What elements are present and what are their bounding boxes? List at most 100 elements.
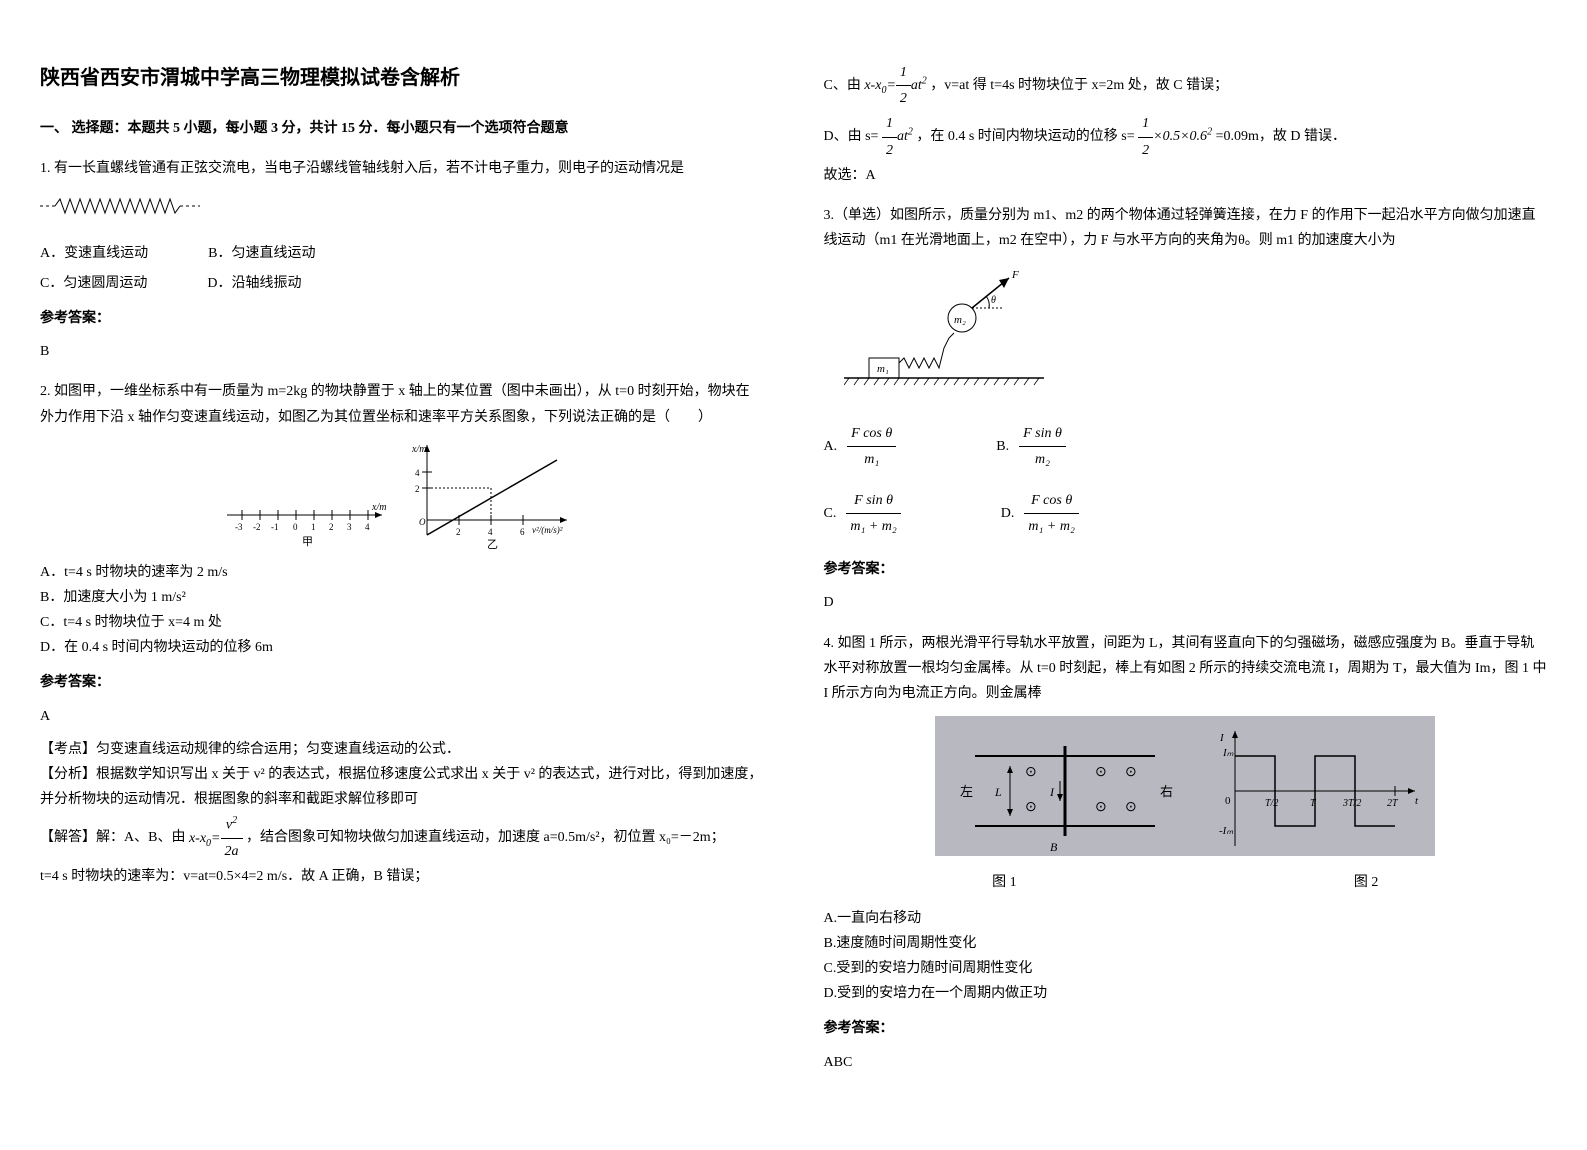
q2-analysis-d: D、由 s= 12at2 ，在 0.4 s 时间内物块运动的位移 s= 12×0… <box>824 111 1548 162</box>
q2-graph: x/m -3 -2 -1 0 1 2 3 4 <box>40 440 764 550</box>
q2c-prefix: C、由 <box>824 78 861 93</box>
q2-answer: A <box>40 704 764 729</box>
q1-opt-b: B．匀速直线运动 <box>208 241 315 266</box>
svg-text:0: 0 <box>293 522 298 532</box>
fig1-label: 图 1 <box>992 870 1017 895</box>
svg-text:左: 左 <box>960 784 973 799</box>
q2d-mid: ，在 0.4 s 时间内物块运动的位移 s= <box>916 129 1134 144</box>
q2-kaodian: 【考点】匀变速直线运动规律的综合运用；匀变速直线运动的公式． <box>40 737 764 762</box>
svg-text:B: B <box>1050 840 1058 854</box>
svg-text:⊙: ⊙ <box>1025 765 1037 780</box>
q3-opt-c: C. F sin θm₁ + m₂ <box>824 488 901 539</box>
q4-opt-a: A.一直向右移动 <box>824 906 1548 931</box>
svg-text:-1: -1 <box>271 522 279 532</box>
svg-text:O: O <box>419 517 426 527</box>
svg-text:4: 4 <box>488 527 493 537</box>
section-header: 一、 选择题：本题共 5 小题，每小题 3 分，共计 15 分．每小题只有一个选… <box>40 116 764 141</box>
q3-options: A. F cos θm₁ B. F sin θm₂ C. F sin θm₁ +… <box>824 413 1548 548</box>
fig2-label: 图 2 <box>1354 870 1379 895</box>
svg-text:-Iₘ: -Iₘ <box>1219 825 1233 837</box>
q2-opt-c: C．t=4 s 时物块位于 x=4 m 处 <box>40 610 764 635</box>
left-column: 陕西省西安市渭城中学高三物理模拟试卷含解析 一、 选择题：本题共 5 小题，每小… <box>40 60 764 1090</box>
q2-text: 2. 如图甲，一维坐标系中有一质量为 m=2kg 的物块静置于 x 轴上的某位置… <box>40 379 764 429</box>
q1-answer: B <box>40 339 764 364</box>
q1-answer-label: 参考答案： <box>40 306 764 331</box>
q1-opt-d: D．沿轴线振动 <box>207 271 301 296</box>
svg-text:Iₘ: Iₘ <box>1222 747 1234 759</box>
svg-text:2: 2 <box>456 527 461 537</box>
q2-analysis-c: C、由 x-x0=12at2 ，v=at 得 t=4s 时物块位于 x=2m 处… <box>824 60 1548 111</box>
svg-text:3T/2: 3T/2 <box>1342 798 1361 809</box>
q1-options: A．变速直线运动 B．匀速直线运动 C．匀速圆周运动 D．沿轴线振动 <box>40 241 764 296</box>
svg-text:右: 右 <box>1160 784 1173 799</box>
formula-1: x-x0=v22a <box>189 831 243 846</box>
svg-text:2: 2 <box>329 522 334 532</box>
page-container: 陕西省西安市渭城中学高三物理模拟试卷含解析 一、 选择题：本题共 5 小题，每小… <box>40 60 1547 1090</box>
right-column: C、由 x-x0=12at2 ，v=at 得 t=4s 时物块位于 x=2m 处… <box>824 60 1548 1090</box>
q3-opt-d: D. F cos θm₁ + m₂ <box>1001 488 1079 539</box>
formula-4: 12×0.5×0.62 <box>1138 129 1212 144</box>
q2d-suffix: =0.09m，故 D 错误． <box>1216 129 1346 144</box>
q2-fenxi: 【分析】根据数学知识写出 x 关于 v² 的表达式，根据位移速度公式求出 x 关… <box>40 762 764 812</box>
q2-conclusion: 故选：A <box>824 163 1548 188</box>
q2-answer-label: 参考答案： <box>40 670 764 695</box>
q3-answer: D <box>824 590 1548 615</box>
q1-opt-a: A．变速直线运动 <box>40 241 148 266</box>
q2-jieda: 【解答】解：A、B、由 x-x0=v22a ，结合图象可知物块做匀加速直线运动，… <box>40 812 764 864</box>
q1-opt-c: C．匀速圆周运动 <box>40 271 147 296</box>
svg-text:3: 3 <box>347 522 352 532</box>
svg-text:0: 0 <box>1225 795 1231 807</box>
q4-text: 4. 如图 1 所示，两根光滑平行导轨水平放置，间距为 L，其间有竖直向下的匀强… <box>824 631 1548 707</box>
q2-jie-prefix: 【解答】解：A、B、由 <box>40 831 185 846</box>
svg-text:6: 6 <box>520 527 525 537</box>
question-4: 4. 如图 1 所示，两根光滑平行导轨水平放置，间距为 L，其间有竖直向下的匀强… <box>824 631 1548 1075</box>
question-3: 3.（单选）如图所示，质量分别为 m1、m2 的两个物体通过轻弹簧连接，在力 F… <box>824 203 1548 616</box>
svg-text:x/m: x/m <box>411 444 426 455</box>
q4-answer-label: 参考答案： <box>824 1016 1548 1041</box>
q4-opt-d: D.受到的安培力在一个周期内做正功 <box>824 981 1548 1006</box>
svg-text:1: 1 <box>311 522 316 532</box>
q2-opt-a: A．t=4 s 时物块的速率为 2 m/s <box>40 560 764 585</box>
document-title: 陕西省西安市渭城中学高三物理模拟试卷含解析 <box>40 60 764 96</box>
svg-text:甲: 甲 <box>302 536 313 548</box>
svg-text:x/m: x/m <box>371 502 386 513</box>
q3-figure: m₁ m₂ F θ <box>844 263 1548 402</box>
svg-text:L: L <box>994 785 1002 799</box>
svg-text:F: F <box>1011 269 1019 281</box>
svg-text:-2: -2 <box>253 522 261 532</box>
svg-text:⊙: ⊙ <box>1125 800 1137 815</box>
q2c-suffix: ，v=at 得 t=4s 时物块位于 x=2m 处，故 C 错误； <box>930 78 1228 93</box>
svg-text:⊙: ⊙ <box>1125 765 1137 780</box>
formula-2: x-x0=12at2 <box>864 78 926 93</box>
svg-text:m₂: m₂ <box>954 314 966 326</box>
svg-text:v²/(m/s)²: v²/(m/s)² <box>532 525 563 535</box>
q4-opt-c: C.受到的安培力随时间周期性变化 <box>824 956 1548 981</box>
svg-text:m₁: m₁ <box>877 363 889 375</box>
svg-text:T/2: T/2 <box>1265 798 1278 809</box>
svg-text:2: 2 <box>415 484 420 494</box>
svg-text:-3: -3 <box>235 522 243 532</box>
svg-text:2T: 2T <box>1387 798 1399 809</box>
q2-jie3: t=4 s 时物块的速率为：v=at=0.5×4=2 m/s．故 A 正确，B … <box>40 864 764 889</box>
q3-text: 3.（单选）如图所示，质量分别为 m1、m2 的两个物体通过轻弹簧连接，在力 F… <box>824 203 1548 253</box>
q2-opt-b: B．加速度大小为 1 m/s² <box>40 585 764 610</box>
svg-text:乙: 乙 <box>487 538 498 550</box>
q2-opt-d: D．在 0.4 s 时间内物块运动的位移 6m <box>40 635 764 660</box>
question-2: 2. 如图甲，一维坐标系中有一质量为 m=2kg 的物块静置于 x 轴上的某位置… <box>40 379 764 889</box>
q2d-prefix: D、由 s= <box>824 129 879 144</box>
svg-text:4: 4 <box>415 468 420 478</box>
q2-jie-suffix: ，结合图象可知物块做匀加速直线运动，加速度 a=0.5m/s²，初位置 x₀=－… <box>246 831 725 846</box>
q4-figure: B 左 右 L I ⊙ ⊙ ⊙ ⊙ <box>824 716 1548 895</box>
q3-opt-a: A. F cos θm₁ <box>824 421 897 472</box>
spring-diagram <box>40 191 764 230</box>
svg-text:⊙: ⊙ <box>1095 800 1107 815</box>
svg-text:θ: θ <box>991 295 996 306</box>
q2-options: A．t=4 s 时物块的速率为 2 m/s B．加速度大小为 1 m/s² C．… <box>40 560 764 661</box>
q4-options: A.一直向右移动 B.速度随时间周期性变化 C.受到的安培力随时间周期性变化 D… <box>824 906 1548 1007</box>
q3-answer-label: 参考答案： <box>824 557 1548 582</box>
svg-text:⊙: ⊙ <box>1095 765 1107 780</box>
q1-text: 1. 有一长直螺线管通有正弦交流电，当电子沿螺线管轴线射入后，若不计电子重力，则… <box>40 156 764 181</box>
svg-text:⊙: ⊙ <box>1025 800 1037 815</box>
q4-answer: ABC <box>824 1050 1548 1075</box>
question-1: 1. 有一长直螺线管通有正弦交流电，当电子沿螺线管轴线射入后，若不计电子重力，则… <box>40 156 764 364</box>
